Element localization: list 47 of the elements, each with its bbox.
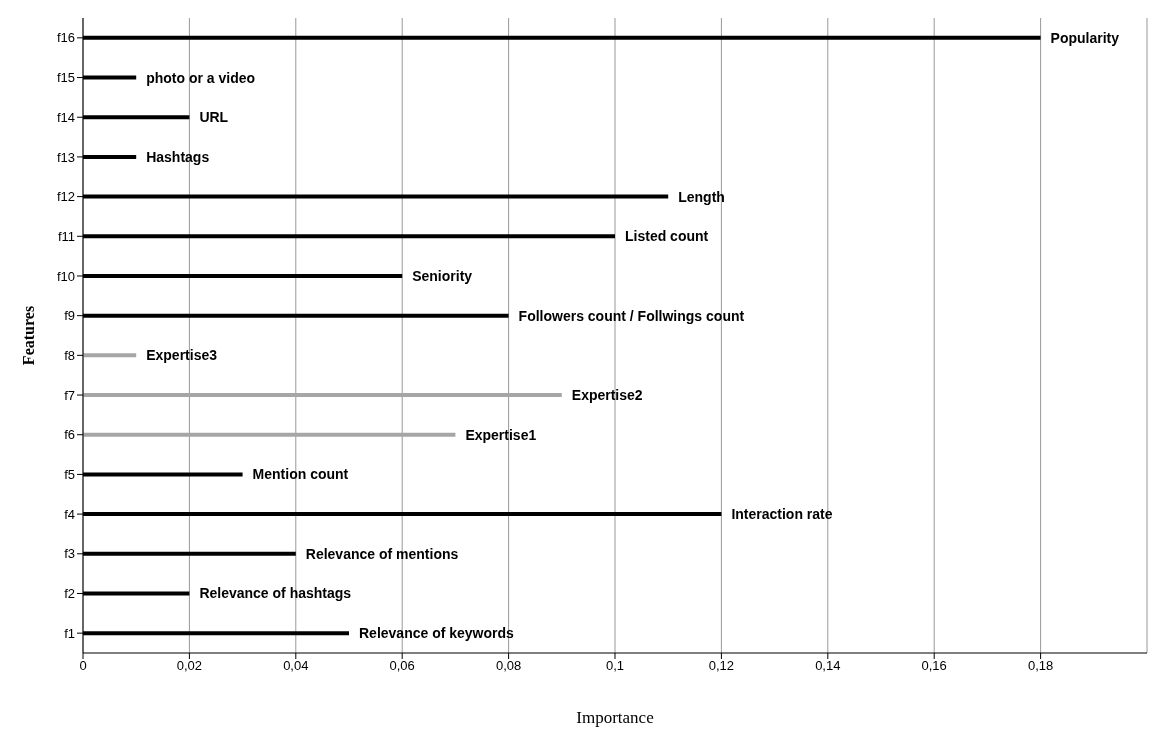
y-tick-label: f5 [64, 467, 75, 483]
annotation: Followers count / Follwings count [518, 307, 745, 324]
x-tick-label: 0,12 [708, 658, 735, 674]
x-tick-label: 0 [79, 658, 87, 674]
y-tick-label: f3 [64, 546, 75, 562]
y-tick-label: f9 [64, 308, 75, 324]
x-tick-label: 0,04 [283, 658, 309, 674]
y-tick-label: f2 [64, 586, 75, 602]
x-tick-label: 0,06 [389, 658, 415, 674]
y-tick-label: f6 [64, 427, 75, 443]
annotation: Expertise1 [465, 426, 537, 443]
annotation: Relevance of mentions [305, 545, 459, 562]
y-axis-title: Features [19, 305, 37, 366]
y-tick-label: f10 [56, 268, 75, 284]
annotation: Expertise2 [571, 387, 643, 403]
bar [83, 393, 562, 398]
annotation: Listed count [625, 228, 709, 245]
y-tick-label: f16 [56, 30, 75, 46]
y-tick-label: f12 [56, 189, 75, 205]
y-tick-label: f14 [56, 109, 75, 125]
y-tick-label: f13 [56, 149, 75, 165]
bar [83, 353, 137, 358]
annotation: URL [199, 109, 229, 126]
x-tick-label: 0,18 [1027, 658, 1054, 674]
x-tick-label: 0,02 [176, 658, 203, 674]
annotation: Relevance of keywords [359, 625, 515, 642]
bar [83, 432, 456, 437]
y-tick-label: f8 [64, 347, 75, 363]
annotation: Popularity [1050, 29, 1120, 46]
y-tick-label: f4 [64, 506, 75, 522]
x-axis-title: Importance [576, 708, 654, 727]
annotation: Mention count [252, 466, 349, 483]
annotation: Seniority [412, 267, 473, 284]
y-tick-label: f7 [64, 387, 75, 403]
y-tick-label: f11 [57, 228, 75, 244]
x-tick-label: 0,08 [495, 658, 522, 674]
y-tick-label: f1 [64, 625, 75, 641]
x-tick-label: 0,16 [921, 658, 947, 674]
annotation: Hashtags [146, 148, 210, 165]
y-tick-label: f15 [56, 70, 75, 86]
x-tick-label: 0,1 [605, 658, 625, 674]
annotation: Length [678, 188, 725, 205]
annotation: Relevance of hashtags [199, 585, 352, 602]
x-tick-label: 0,14 [815, 658, 841, 674]
annotation: Expertise3 [146, 347, 218, 364]
annotation: photo or a video [146, 69, 256, 86]
annotation: Interaction rate [731, 506, 833, 523]
